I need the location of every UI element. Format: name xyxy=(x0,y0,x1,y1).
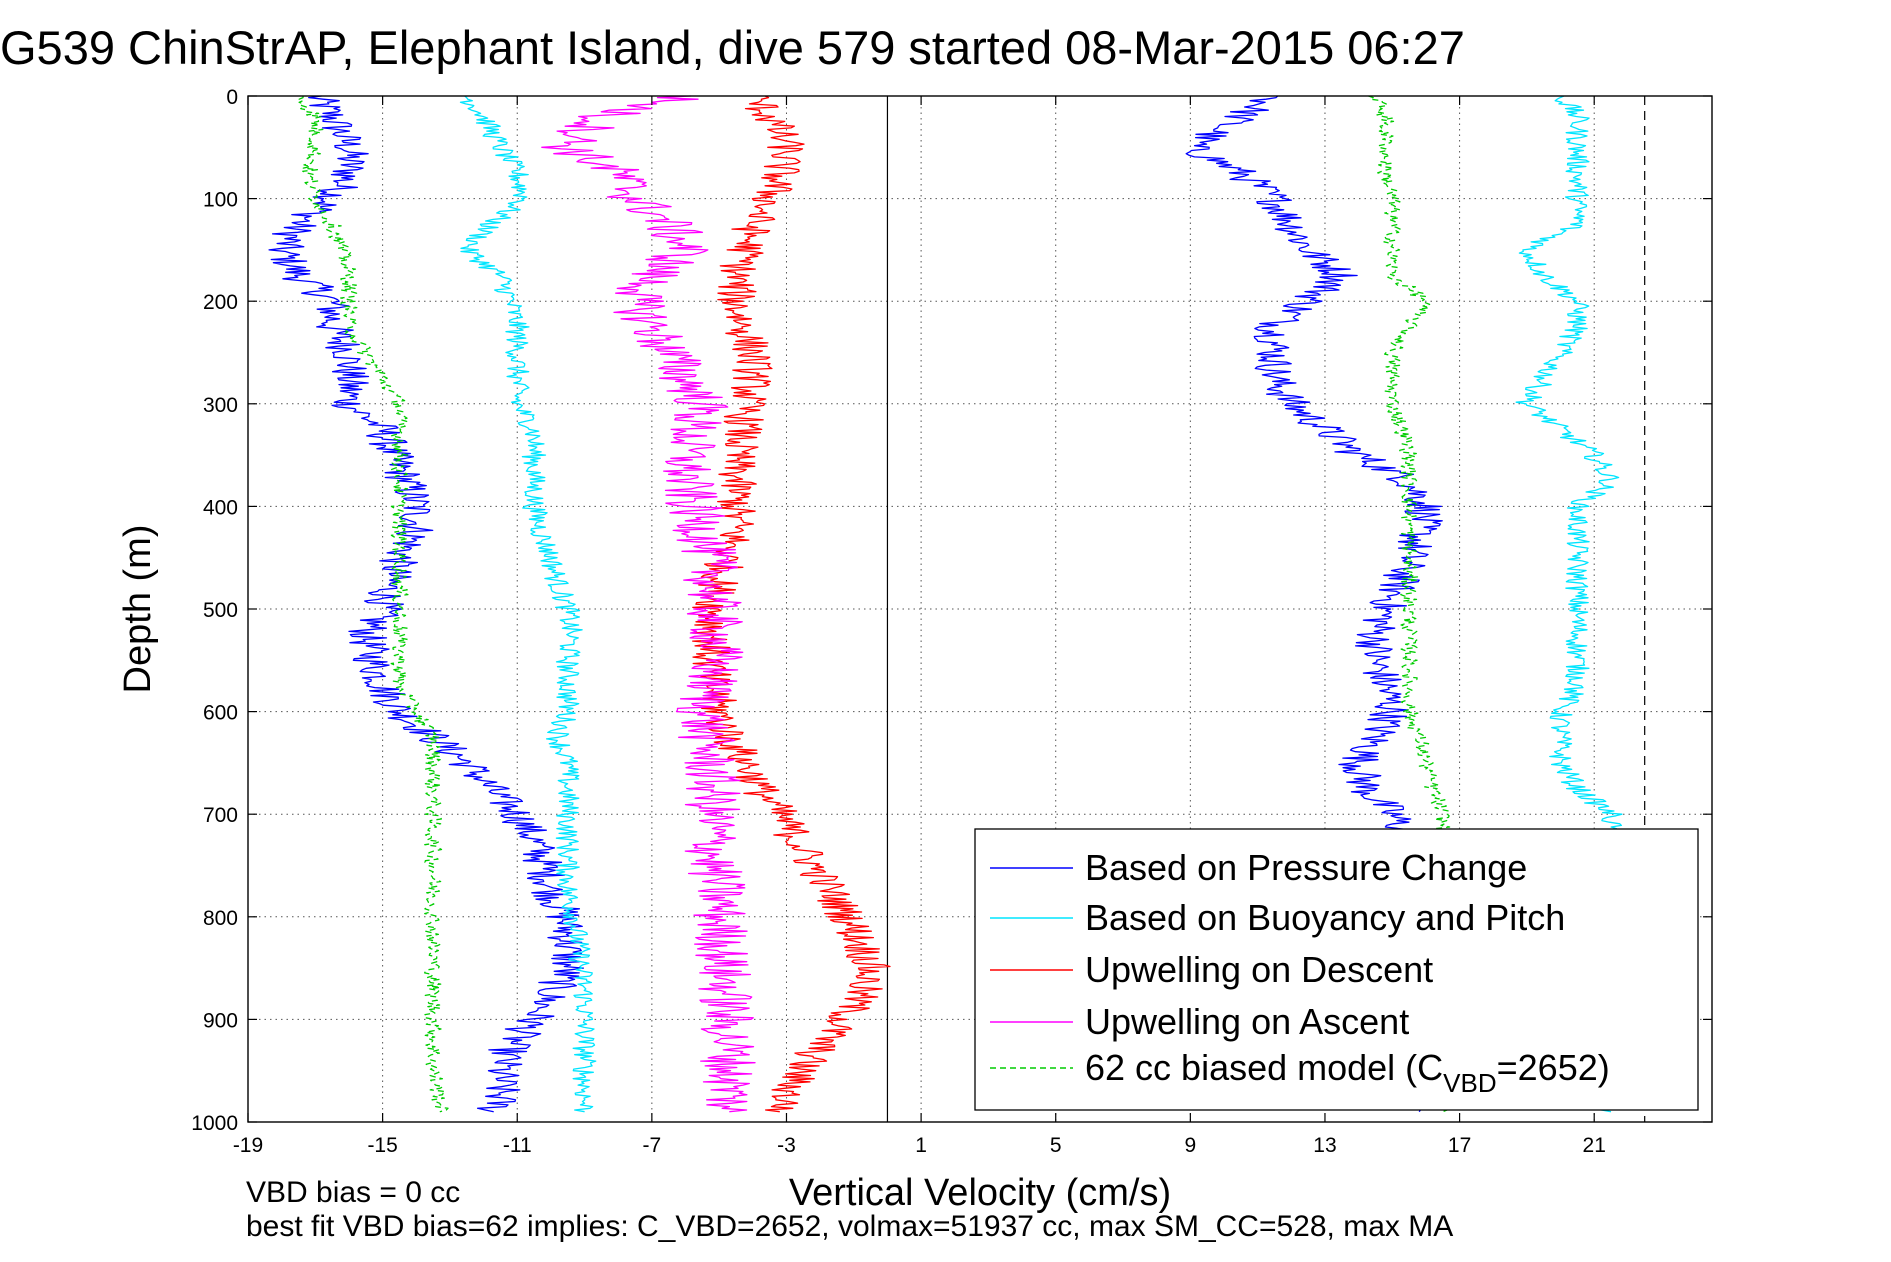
y-tick-label: 800 xyxy=(203,907,238,930)
x-tick-label: 13 xyxy=(1313,1134,1336,1157)
x-tick-label: 1 xyxy=(915,1134,927,1157)
legend: Based on Pressure Change Based on Buoyanc… xyxy=(974,828,1699,1111)
legend-label: Based on Buoyancy and Pitch xyxy=(1085,897,1565,938)
best-fit-note: best fit VBD bias=62 implies: C_VBD=2652… xyxy=(246,1210,1453,1243)
y-tick-label: 700 xyxy=(203,804,238,827)
y-tick-label: 0 xyxy=(226,86,238,109)
y-tick-label: 600 xyxy=(203,702,238,725)
y-axis-ticks: 0 100 200 300 400 500 600 700 800 900 1000 xyxy=(191,86,1712,1135)
series-line-based-on-pressure-change-descent xyxy=(268,95,585,1113)
legend-label: Upwelling on Ascent xyxy=(1085,1001,1409,1042)
y-tick-label: 400 xyxy=(203,496,238,519)
legend-label: 62 cc biased model (CVBD=2652) xyxy=(1085,1047,1610,1098)
x-tick-label: -19 xyxy=(233,1134,263,1157)
x-tick-label: 21 xyxy=(1583,1134,1606,1157)
legend-label: Upwelling on Descent xyxy=(1085,949,1433,990)
x-tick-label: 17 xyxy=(1448,1134,1471,1157)
y-axis-label: Depth (m) xyxy=(117,525,159,694)
x-tick-label: -3 xyxy=(777,1134,796,1157)
series-line-based-on-buoyancy-and-pitch-descent xyxy=(459,95,597,1113)
y-tick-label: 900 xyxy=(203,1009,238,1032)
y-tick-label: 1000 xyxy=(191,1112,238,1135)
x-axis-label: Vertical Velocity (cm/s) xyxy=(789,1172,1171,1214)
x-tick-label: -11 xyxy=(503,1134,532,1157)
series-line-upwelling-on-ascent xyxy=(541,95,756,1113)
x-tick-label: -15 xyxy=(367,1134,397,1157)
legend-box xyxy=(974,828,1699,1111)
y-tick-label: 100 xyxy=(203,189,238,212)
x-axis-ticks: -19 -15 -11 -7 -3 1 5 9 13 17 21 xyxy=(233,96,1606,1157)
y-tick-label: 200 xyxy=(203,291,238,314)
chart-title: G539 ChinStrAP, Elephant Island, dive 57… xyxy=(0,21,1465,74)
x-tick-label: 9 xyxy=(1185,1134,1197,1157)
series-line-upwelling-on-descent xyxy=(691,95,891,1113)
x-tick-label: -7 xyxy=(643,1134,662,1157)
vbd-bias-note: VBD bias = 0 cc xyxy=(246,1176,460,1209)
legend-label: Based on Pressure Change xyxy=(1085,847,1527,888)
x-tick-label: 5 xyxy=(1050,1134,1062,1157)
y-tick-label: 500 xyxy=(203,599,238,622)
series-line-62-cc-biased-model-c-descent xyxy=(298,95,449,1113)
y-tick-label: 300 xyxy=(203,394,238,417)
